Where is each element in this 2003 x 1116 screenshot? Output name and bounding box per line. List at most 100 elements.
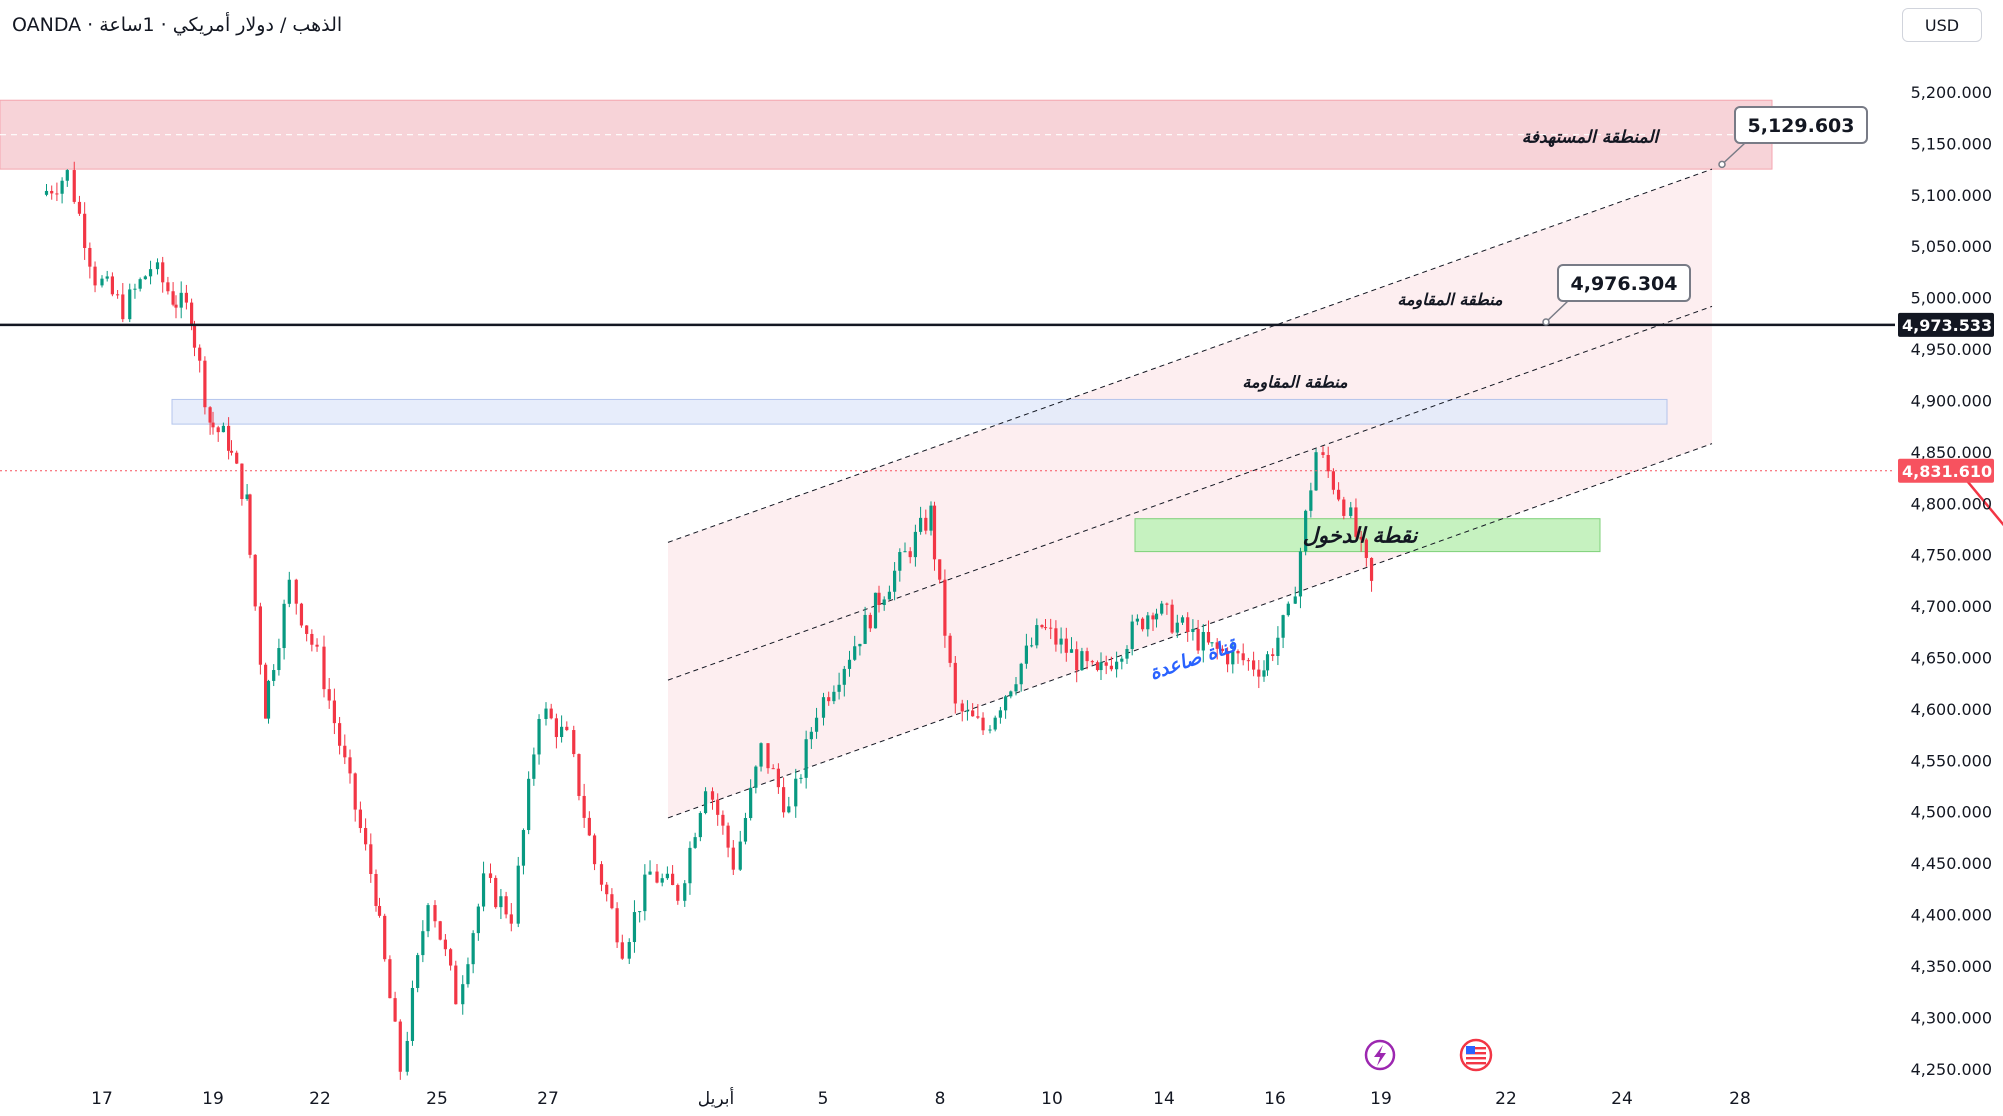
candle: [50, 190, 54, 194]
candle: [898, 552, 902, 571]
projection-path: [1950, 461, 2003, 527]
candle: [903, 551, 907, 553]
time-axis[interactable]: 17 19 22 25 27 أبريل 5 8 10 14 16 19 22 24 28: [91, 1087, 1751, 1109]
candle: [592, 835, 597, 865]
candle: [521, 830, 526, 866]
channel-fill: [668, 169, 1712, 818]
price-tick-label: 4,500.000: [1911, 803, 1992, 822]
candle: [1220, 648, 1224, 651]
candle: [1206, 631, 1211, 643]
candle: [305, 625, 309, 634]
candle: [216, 427, 220, 433]
candle: [1009, 691, 1013, 697]
candle: [1337, 489, 1341, 500]
candle: [1309, 490, 1313, 511]
candle: [858, 643, 862, 647]
candle: [110, 276, 114, 295]
candle: [166, 282, 170, 292]
price-tick-label: 4,850.000: [1911, 443, 1992, 462]
candle: [88, 247, 92, 267]
candle: [1075, 649, 1079, 671]
candle: [266, 680, 271, 719]
candle: [121, 294, 125, 320]
candle: [438, 921, 442, 940]
candle: [287, 579, 291, 604]
candle: [155, 262, 160, 270]
candle: [620, 942, 624, 959]
candle: [738, 841, 742, 870]
candle: [605, 884, 609, 895]
candle: [554, 718, 558, 738]
candle: [809, 731, 813, 740]
candle: [229, 450, 234, 453]
candle: [208, 407, 212, 423]
candle: [771, 768, 775, 770]
price-tick-label: 4,450.000: [1911, 854, 1992, 873]
candle: [466, 964, 470, 985]
candle: [572, 730, 576, 755]
candle: [981, 717, 985, 731]
candle: [1241, 653, 1245, 661]
lightning-icon[interactable]: [1364, 1039, 1396, 1071]
candle: [1349, 507, 1353, 516]
candle: [1054, 628, 1058, 645]
candle: [1252, 660, 1256, 670]
candle: [655, 871, 659, 883]
candle: [174, 304, 178, 308]
candle: [976, 716, 980, 718]
candle: [693, 837, 697, 848]
candle: [353, 773, 357, 810]
candle: [235, 452, 239, 464]
candle: [1043, 627, 1048, 629]
candle: [516, 865, 520, 924]
candle: [461, 984, 465, 1005]
candle: [1146, 615, 1150, 630]
ascending-channel: [667, 168, 1713, 819]
candle: [648, 871, 652, 875]
candle: [821, 697, 826, 718]
time-tick-label: 27: [537, 1089, 559, 1109]
candle: [716, 799, 720, 815]
candle: [766, 743, 770, 769]
candle: [998, 710, 1002, 718]
price-tick-label: 5,000.000: [1911, 289, 1992, 308]
candle: [1359, 536, 1363, 540]
candle: [393, 998, 397, 1022]
candle: [398, 1021, 402, 1072]
candle: [60, 180, 64, 194]
candle: [1154, 613, 1159, 620]
candle: [348, 757, 352, 774]
price-axis[interactable]: 5,200.000 5,150.000 5,100.000 5,050.000 5,00…: [1911, 83, 1992, 1079]
candle: [1059, 638, 1063, 645]
candle: [1196, 628, 1200, 651]
candle: [55, 193, 59, 195]
candle: [919, 517, 923, 532]
candle: [782, 787, 786, 813]
candle: [610, 894, 614, 909]
candle: [1049, 627, 1053, 629]
candle: [1231, 650, 1235, 665]
candle: [863, 614, 867, 644]
candle: [710, 791, 715, 800]
candle: [1069, 649, 1074, 653]
candle: [754, 766, 758, 788]
currency-button[interactable]: USD: [1902, 8, 1982, 42]
candle: [943, 579, 947, 636]
candle: [615, 908, 619, 943]
us-flag-icon[interactable]: [1459, 1038, 1493, 1072]
price-callout-resistance[interactable]: 4,976.304: [1542, 264, 1691, 326]
candle: [374, 873, 378, 906]
candle: [1080, 651, 1084, 671]
candle: [837, 684, 841, 692]
resistance-label-upper: منطقة المقاومة: [1397, 290, 1503, 310]
price-callout-target[interactable]: 5,129.603: [1718, 106, 1868, 169]
candle: [1281, 615, 1285, 638]
candle: [1215, 642, 1219, 649]
candle: [44, 190, 49, 195]
candle: [1257, 669, 1261, 677]
candle: [416, 955, 420, 988]
candle: [443, 939, 447, 950]
candle: [560, 726, 564, 738]
candle: [683, 883, 687, 901]
